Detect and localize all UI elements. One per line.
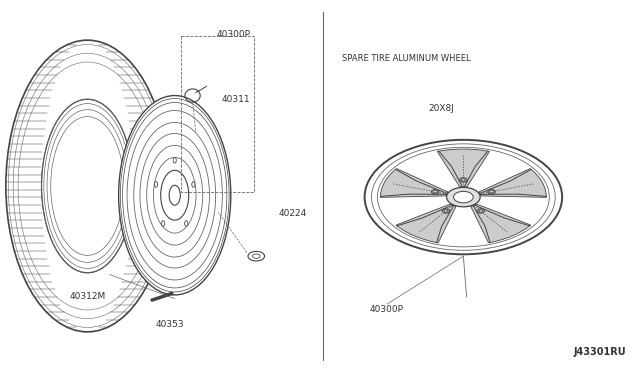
- Polygon shape: [437, 149, 490, 187]
- Ellipse shape: [6, 44, 169, 328]
- Circle shape: [488, 190, 495, 194]
- Circle shape: [490, 191, 493, 193]
- Circle shape: [444, 210, 448, 212]
- Text: SPARE TIRE ALUMINUM WHEEL: SPARE TIRE ALUMINUM WHEEL: [342, 54, 471, 63]
- Ellipse shape: [118, 96, 231, 295]
- Text: 40311: 40311: [221, 95, 250, 104]
- Circle shape: [442, 209, 450, 213]
- Circle shape: [433, 191, 437, 193]
- Ellipse shape: [192, 182, 195, 187]
- Ellipse shape: [173, 158, 176, 163]
- Ellipse shape: [42, 99, 133, 273]
- Polygon shape: [396, 204, 456, 243]
- Polygon shape: [471, 204, 531, 243]
- Text: 20X8J: 20X8J: [428, 104, 454, 113]
- Circle shape: [460, 178, 467, 182]
- Circle shape: [447, 187, 480, 207]
- Polygon shape: [380, 169, 448, 198]
- Ellipse shape: [162, 221, 164, 226]
- Ellipse shape: [154, 182, 157, 187]
- Text: 40224: 40224: [278, 209, 307, 218]
- Polygon shape: [479, 169, 547, 198]
- Text: 40300P: 40300P: [370, 305, 404, 314]
- Ellipse shape: [169, 185, 180, 205]
- Circle shape: [479, 210, 483, 212]
- Text: 40353: 40353: [156, 320, 184, 329]
- Text: 40300P: 40300P: [217, 30, 251, 39]
- Text: 40312M: 40312M: [69, 292, 106, 301]
- Circle shape: [461, 179, 465, 181]
- Bar: [181, 36, 254, 192]
- Circle shape: [477, 209, 484, 213]
- Circle shape: [454, 191, 473, 203]
- Circle shape: [365, 140, 562, 254]
- Ellipse shape: [248, 251, 264, 261]
- Ellipse shape: [185, 221, 188, 226]
- Text: J43301RU: J43301RU: [573, 347, 626, 357]
- Circle shape: [431, 190, 439, 194]
